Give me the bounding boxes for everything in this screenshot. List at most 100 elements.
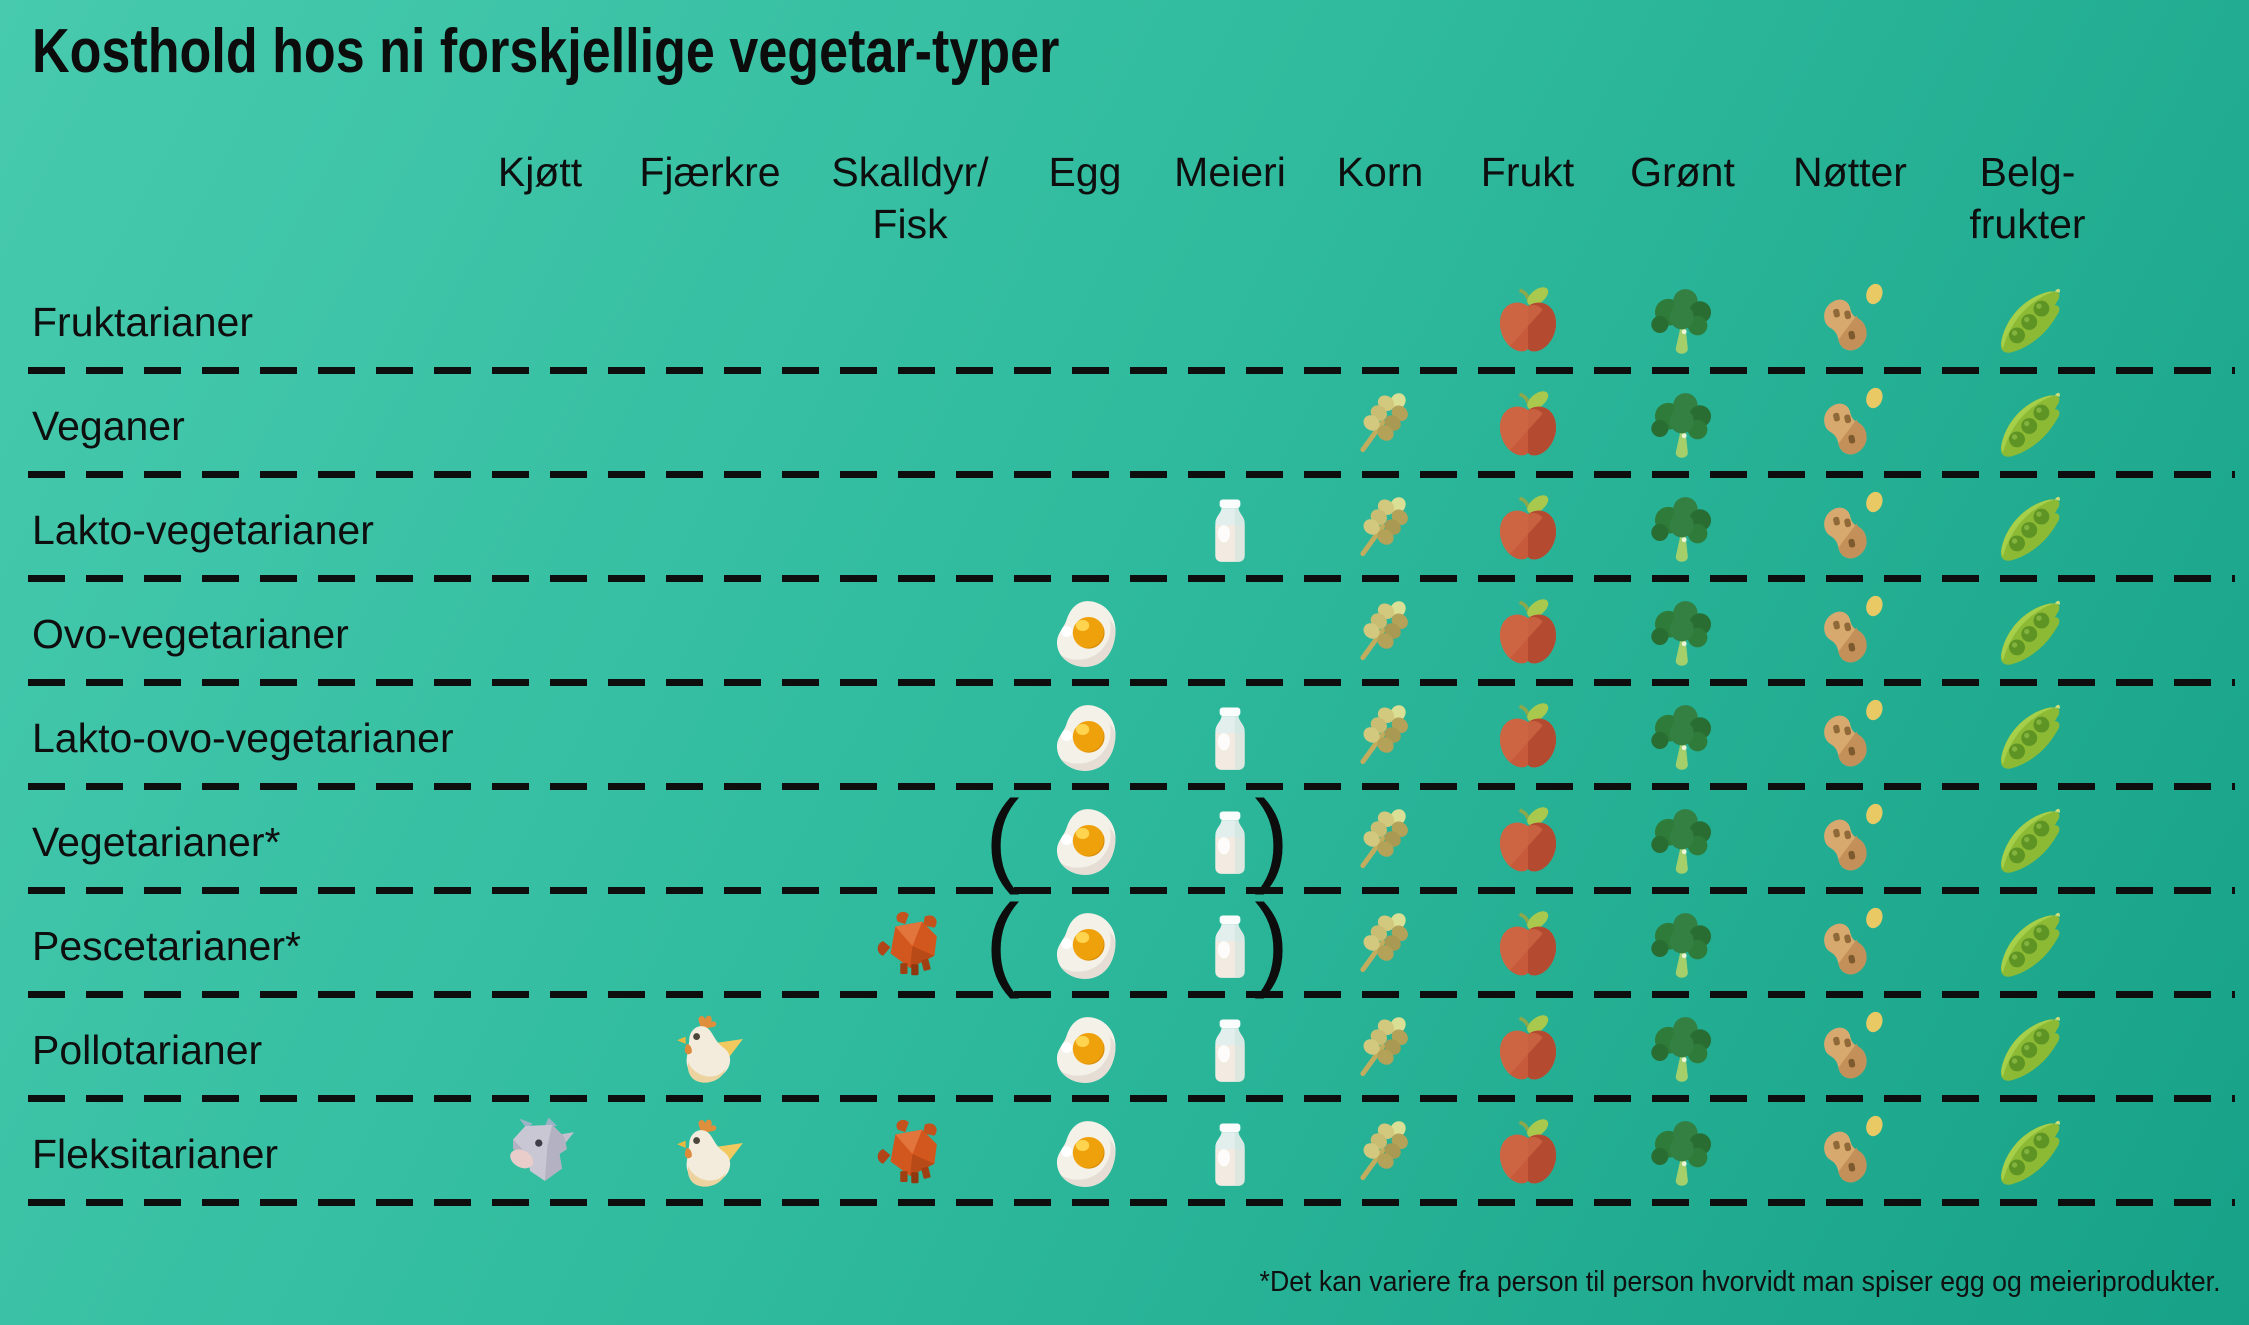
column-header-label: Skalldyr/ — [831, 149, 989, 195]
diet-cell-meieri — [1155, 582, 1305, 686]
diet-cell-egg: ( — [985, 786, 1155, 894]
column-header-row: Kjøtt Fjærkre Skalldyr/Fisk Egg Meieri Korn Fr… — [0, 120, 2249, 270]
diet-cell-gront — [1600, 478, 1765, 582]
diet-cell-belg — [1935, 686, 2120, 790]
optional-paren-close: ) — [1254, 779, 1289, 896]
apple-icon — [1499, 911, 1556, 976]
row-label: Pescetarianer* — [32, 922, 301, 969]
apple-icon — [1499, 1119, 1556, 1184]
table-row: Pollotarianer — [0, 998, 2249, 1102]
wheat-icon — [1360, 601, 1408, 661]
diet-cell-notter — [1765, 894, 1935, 998]
diet-cell-skalldyr — [805, 894, 1015, 998]
milk-bottle-icon — [1215, 499, 1245, 562]
table-row: Fleksitarianer — [0, 1102, 2249, 1206]
diet-cell-egg — [1015, 582, 1155, 686]
diet-cell-notter — [1765, 790, 1935, 894]
diet-cell-fjaerkre — [615, 478, 805, 582]
diet-cell-meieri — [1155, 998, 1305, 1102]
chicken-icon — [677, 1015, 743, 1083]
diet-cell-notter — [1765, 998, 1935, 1102]
fried-egg-icon — [1056, 913, 1116, 979]
column-header-label: Grønt — [1630, 149, 1735, 195]
diet-cell-skalldyr — [805, 478, 1015, 582]
table-row: Lakto-ovo-vegetarianer — [0, 686, 2249, 790]
table-row: Veganer — [0, 374, 2249, 478]
diet-cell-notter — [1765, 374, 1935, 478]
peanut-icon — [1824, 387, 1883, 455]
diet-cell-gront — [1600, 582, 1765, 686]
diet-cell-egg — [1015, 374, 1155, 478]
table-row: Vegetarianer* () — [0, 786, 2249, 894]
diet-cell-gront — [1600, 686, 1765, 790]
diet-cell-belg — [1935, 582, 2120, 686]
diet-cell-kjott — [465, 998, 615, 1102]
fried-egg-icon — [1056, 705, 1116, 771]
column-header-label: Frukt — [1480, 149, 1575, 195]
diet-cell-fjaerkre — [615, 686, 805, 790]
diet-cell-gront — [1600, 374, 1765, 478]
broccoli-icon — [1650, 289, 1711, 354]
diet-cell-frukt — [1455, 998, 1600, 1102]
diet-cell-skalldyr — [805, 790, 1015, 894]
wheat-icon — [1360, 1017, 1408, 1077]
apple-icon — [1499, 287, 1556, 352]
broccoli-icon — [1650, 809, 1711, 874]
broccoli-icon — [1650, 393, 1711, 458]
diet-cell-notter — [1765, 1102, 1935, 1206]
column-header-label: Fjærkre — [639, 149, 781, 195]
diet-cell-frukt — [1455, 478, 1600, 582]
diet-cell-skalldyr — [805, 998, 1015, 1102]
apple-icon — [1499, 495, 1556, 560]
diet-cell-kjott — [465, 894, 615, 998]
peapod-icon — [2000, 1016, 2060, 1081]
diet-cell-notter — [1765, 270, 1935, 374]
wheat-icon — [1360, 393, 1408, 453]
peanut-icon — [1824, 803, 1883, 871]
column-header-label: Nøtter — [1793, 149, 1907, 195]
diet-cell-skalldyr — [805, 374, 1015, 478]
footnote: *Det kan variere fra person til person h… — [1260, 1266, 2221, 1298]
diet-cell-egg — [1015, 478, 1155, 582]
diet-cell-kjott — [465, 686, 615, 790]
diet-cell-korn — [1305, 1102, 1455, 1206]
diet-cell-belg — [1935, 894, 2120, 998]
peanut-icon — [1824, 1011, 1883, 1079]
table-row: Ovo-vegetarianer — [0, 582, 2249, 686]
apple-icon — [1499, 599, 1556, 664]
column-header-gront: Grønt — [1600, 120, 1765, 270]
diet-cell-egg — [1015, 686, 1155, 790]
row-label: Ovo-vegetarianer — [32, 610, 349, 657]
optional-paren-close: ) — [1254, 883, 1289, 1000]
diet-cell-gront — [1600, 1102, 1765, 1206]
apple-icon — [1499, 391, 1556, 456]
crab-icon — [877, 911, 937, 976]
wheat-icon — [1360, 1121, 1408, 1181]
diet-cell-korn — [1305, 686, 1455, 790]
diet-cell-notter — [1765, 478, 1935, 582]
diet-cell-skalldyr — [805, 1102, 1015, 1206]
diet-cell-kjott — [465, 582, 615, 686]
column-header-fjaerkre: Fjærkre — [615, 120, 805, 270]
diet-cell-kjott — [465, 1102, 615, 1206]
column-header-label-line2: frukter — [1969, 201, 2086, 248]
crab-icon — [877, 1119, 937, 1184]
row-label: Fleksitarianer — [32, 1130, 279, 1177]
peapod-icon — [2000, 1120, 2060, 1185]
apple-icon — [1499, 807, 1556, 872]
diet-cell-korn — [1305, 374, 1455, 478]
apple-icon — [1499, 703, 1556, 768]
diet-cell-meieri — [1155, 270, 1305, 374]
diet-cell-belg — [1935, 790, 2120, 894]
diet-cell-frukt — [1455, 894, 1600, 998]
diet-cell-kjott — [465, 790, 615, 894]
diet-cell-belg — [1935, 998, 2120, 1102]
broccoli-icon — [1650, 497, 1711, 562]
page-title: Kosthold hos ni forskjellige vegetar-typ… — [32, 17, 1060, 86]
diet-cell-korn — [1305, 582, 1455, 686]
wheat-icon — [1360, 809, 1408, 869]
diet-cell-notter — [1765, 686, 1935, 790]
optional-paren-open: ( — [985, 883, 1020, 1000]
column-header-meieri: Meieri — [1155, 120, 1305, 270]
column-header-notter: Nøtter — [1765, 120, 1935, 270]
